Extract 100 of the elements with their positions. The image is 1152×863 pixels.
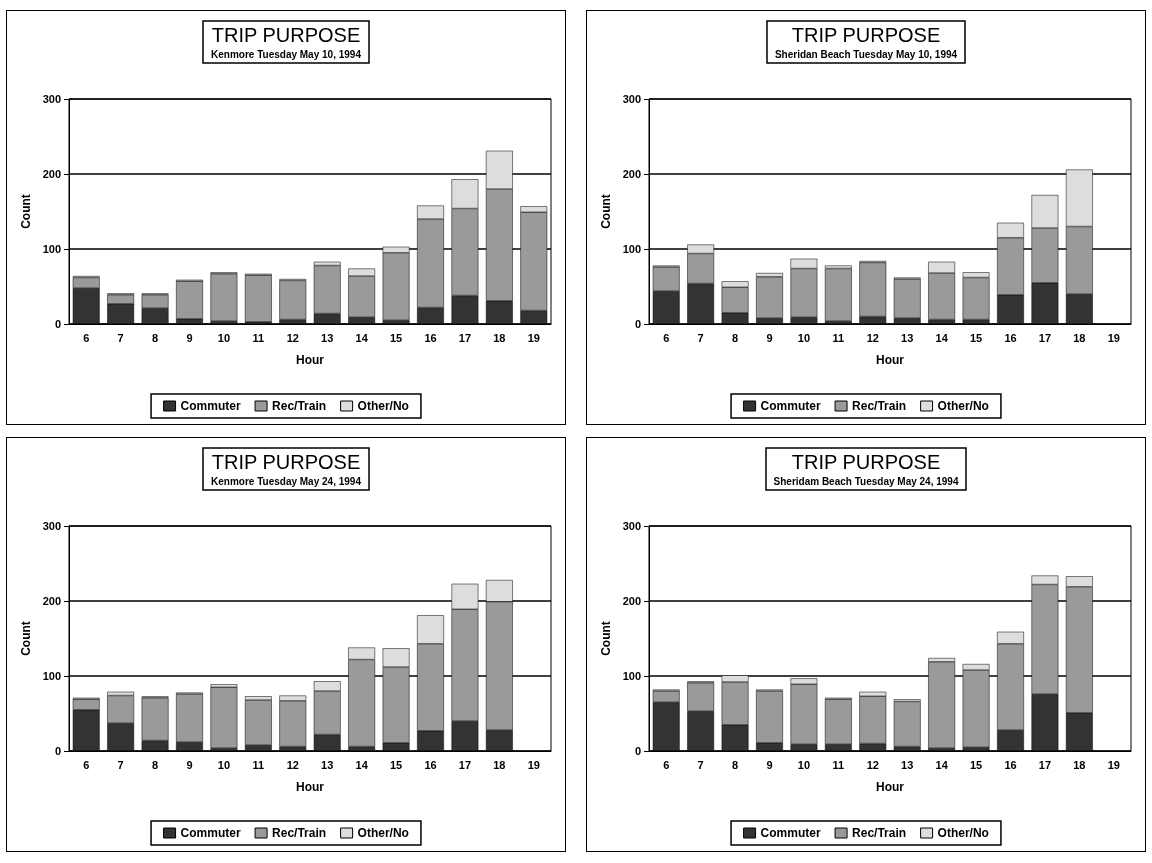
- x-tick-label: 11: [252, 758, 265, 771]
- legend-label: Other/No: [937, 826, 989, 840]
- x-tick-label: 14: [355, 331, 369, 344]
- x-tick-label: 16: [1004, 331, 1017, 344]
- legend-label: Commuter: [760, 399, 821, 413]
- y-tick-label: 200: [42, 595, 61, 607]
- x-axis-title: Hour: [296, 780, 325, 794]
- x-tick-label: 12: [286, 331, 299, 344]
- bar: [210, 273, 238, 321]
- y-tick-label: 100: [42, 670, 61, 682]
- x-tick-label: 11: [832, 758, 845, 771]
- x-tick-label: 6: [83, 331, 90, 344]
- x-axis-title: Hour: [296, 353, 325, 367]
- x-tick-label: 11: [832, 331, 845, 344]
- x-tick-label: 8: [732, 758, 739, 771]
- y-tick-label: 0: [634, 745, 641, 757]
- x-tick-label: 11: [252, 331, 265, 344]
- bar: [279, 280, 307, 320]
- x-tick-label: 14: [935, 758, 949, 771]
- x-tick-label: 7: [117, 331, 124, 344]
- x-tick-label: 17: [458, 758, 472, 771]
- legend-label: Rec/Train: [852, 399, 907, 413]
- x-tick-label: 13: [321, 331, 334, 344]
- x-tick-label: 12: [866, 758, 879, 771]
- y-axis-title: Count: [598, 621, 613, 656]
- chart-title: TRIP PURPOSE: [211, 24, 361, 46]
- chart-subtitle: Sheridan Beach Tuesday May 10, 1994: [774, 48, 958, 60]
- y-tick-label: 300: [42, 520, 61, 532]
- x-tick-label: 10: [797, 331, 811, 344]
- y-tick-label: 300: [622, 520, 641, 532]
- y-tick-label: 0: [54, 318, 61, 330]
- legend-label: Other/No: [357, 826, 409, 840]
- chart-subtitle: Sheridam Beach Tuesday May 24, 1994: [773, 475, 959, 487]
- x-tick-label: 19: [527, 331, 540, 344]
- bar: [824, 268, 852, 321]
- x-tick-label: 6: [663, 758, 670, 771]
- legend-label: Rec/Train: [272, 399, 327, 413]
- y-tick-label: 100: [42, 243, 61, 255]
- x-tick-label: 19: [1107, 331, 1120, 344]
- y-axis-title: Count: [18, 194, 33, 229]
- x-tick-label: 14: [935, 331, 949, 344]
- x-tick-label: 8: [152, 758, 159, 771]
- x-tick-label: 14: [355, 758, 369, 771]
- x-tick-label: 18: [493, 331, 506, 344]
- y-axis-title: Count: [598, 194, 613, 229]
- x-tick-label: 13: [321, 758, 334, 771]
- x-tick-label: 18: [493, 758, 506, 771]
- legend-label: Commuter: [180, 826, 241, 840]
- y-tick-label: 300: [622, 93, 641, 105]
- x-tick-label: 19: [1107, 758, 1120, 771]
- x-tick-label: 18: [1073, 758, 1086, 771]
- x-tick-label: 15: [969, 758, 983, 771]
- legend-label: Commuter: [760, 826, 821, 840]
- x-tick-label: 13: [901, 758, 914, 771]
- y-axis-title: Count: [18, 621, 33, 656]
- bar: [210, 687, 238, 748]
- x-tick-label: 19: [527, 758, 540, 771]
- x-tick-label: 8: [732, 331, 739, 344]
- y-tick-label: 200: [42, 168, 61, 180]
- y-tick-label: 100: [622, 243, 641, 255]
- x-tick-label: 6: [663, 331, 670, 344]
- x-tick-label: 17: [1038, 758, 1052, 771]
- x-tick-label: 9: [766, 331, 773, 344]
- x-tick-label: 9: [186, 331, 193, 344]
- x-tick-label: 17: [1038, 331, 1052, 344]
- legend-label: Rec/Train: [852, 826, 907, 840]
- y-tick-label: 100: [622, 670, 641, 682]
- x-tick-label: 10: [217, 758, 231, 771]
- x-tick-label: 7: [697, 331, 704, 344]
- x-tick-label: 15: [969, 331, 983, 344]
- y-tick-label: 200: [622, 168, 641, 180]
- x-tick-label: 7: [117, 758, 124, 771]
- y-tick-label: 0: [634, 318, 641, 330]
- x-tick-label: 8: [152, 331, 159, 344]
- x-tick-label: 16: [424, 331, 437, 344]
- x-tick-label: 16: [1004, 758, 1017, 771]
- legend-label: Other/No: [357, 399, 409, 413]
- legend-label: Other/No: [937, 399, 989, 413]
- x-tick-label: 16: [424, 758, 437, 771]
- x-tick-label: 15: [389, 758, 403, 771]
- x-tick-label: 17: [458, 331, 472, 344]
- x-axis-title: Hour: [876, 353, 905, 367]
- chart-subtitle: Kenmore Tuesday May 24, 1994: [211, 475, 362, 487]
- legend-label: Commuter: [180, 399, 241, 413]
- bar: [244, 275, 272, 322]
- x-tick-label: 9: [766, 758, 773, 771]
- x-tick-label: 13: [901, 331, 914, 344]
- x-tick-label: 9: [186, 758, 193, 771]
- x-tick-label: 15: [389, 331, 403, 344]
- x-tick-label: 10: [797, 758, 811, 771]
- chart-title: TRIP PURPOSE: [211, 451, 361, 473]
- y-tick-label: 0: [54, 745, 61, 757]
- x-tick-label: 12: [866, 331, 879, 344]
- legend-label: Rec/Train: [272, 826, 327, 840]
- bar: [893, 701, 921, 747]
- x-tick-label: 12: [286, 758, 299, 771]
- x-tick-label: 7: [697, 758, 704, 771]
- chart-title: TRIP PURPOSE: [791, 451, 941, 473]
- chart-subtitle: Kenmore Tuesday May 10, 1994: [211, 48, 362, 60]
- x-tick-label: 10: [217, 331, 231, 344]
